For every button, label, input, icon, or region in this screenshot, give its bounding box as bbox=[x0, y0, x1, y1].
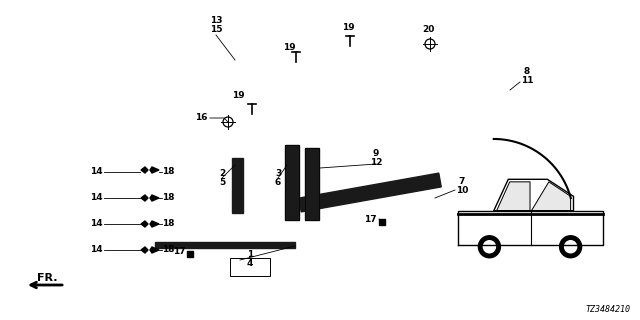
Text: 7: 7 bbox=[459, 177, 465, 186]
Text: 4: 4 bbox=[247, 259, 253, 268]
Text: 12: 12 bbox=[370, 158, 382, 167]
Text: 18: 18 bbox=[162, 167, 175, 177]
Polygon shape bbox=[150, 221, 159, 227]
Text: 14: 14 bbox=[90, 245, 103, 254]
Polygon shape bbox=[141, 167, 148, 173]
Circle shape bbox=[564, 241, 577, 253]
Polygon shape bbox=[305, 148, 319, 220]
Text: 14: 14 bbox=[90, 220, 103, 228]
Text: 6: 6 bbox=[275, 178, 281, 187]
Circle shape bbox=[479, 236, 500, 258]
Text: 13: 13 bbox=[210, 16, 222, 25]
Polygon shape bbox=[141, 247, 148, 253]
Text: 18: 18 bbox=[162, 220, 175, 228]
Polygon shape bbox=[497, 182, 530, 211]
Circle shape bbox=[559, 236, 582, 258]
Bar bbox=[230, 258, 270, 276]
Text: 14: 14 bbox=[90, 194, 103, 203]
Text: 5: 5 bbox=[219, 178, 225, 187]
Polygon shape bbox=[150, 195, 159, 201]
Text: 19: 19 bbox=[342, 23, 355, 33]
Polygon shape bbox=[150, 167, 159, 173]
Text: 19: 19 bbox=[232, 92, 245, 100]
Text: 1: 1 bbox=[247, 250, 253, 259]
Text: 20: 20 bbox=[422, 26, 435, 35]
Polygon shape bbox=[150, 247, 159, 253]
Text: 10: 10 bbox=[456, 186, 468, 195]
Polygon shape bbox=[141, 195, 148, 201]
Text: 2: 2 bbox=[219, 169, 225, 178]
Polygon shape bbox=[285, 145, 299, 220]
Polygon shape bbox=[531, 182, 571, 211]
Text: 16: 16 bbox=[195, 114, 208, 123]
Text: 14: 14 bbox=[90, 167, 103, 177]
Text: TZ3484210: TZ3484210 bbox=[585, 305, 630, 314]
Text: 9: 9 bbox=[373, 149, 379, 158]
Polygon shape bbox=[299, 173, 441, 212]
Text: 8: 8 bbox=[524, 67, 530, 76]
Text: 17: 17 bbox=[173, 247, 186, 257]
Text: 11: 11 bbox=[521, 76, 533, 85]
Polygon shape bbox=[141, 221, 148, 227]
Text: 18: 18 bbox=[162, 194, 175, 203]
Text: 17: 17 bbox=[364, 214, 377, 223]
Circle shape bbox=[483, 241, 495, 253]
Text: 18: 18 bbox=[162, 245, 175, 254]
Text: FR.: FR. bbox=[38, 273, 58, 283]
Text: 19: 19 bbox=[283, 44, 295, 52]
Text: 3: 3 bbox=[275, 169, 281, 178]
Text: 15: 15 bbox=[210, 25, 222, 34]
Polygon shape bbox=[232, 158, 243, 213]
